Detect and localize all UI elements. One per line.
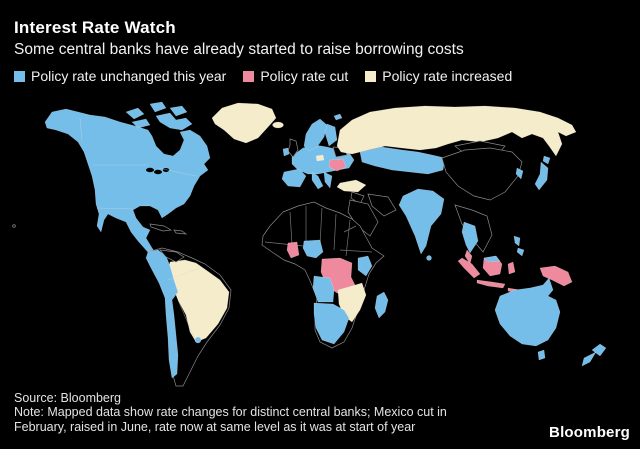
map-region-venezuela: [159, 249, 185, 263]
map-region-nigeria: [302, 239, 324, 259]
black-sea: [342, 169, 358, 179]
legend-label-increased: Policy rate increased: [382, 68, 513, 84]
legend-item-increased: Policy rate increased: [365, 68, 512, 84]
map-region-arctic-islands: [125, 101, 193, 131]
legend-item-unchanged: Policy rate unchanged this year: [14, 68, 226, 84]
map-region-svalbard: [333, 113, 343, 121]
map-region-italy: [311, 171, 324, 190]
map-region-iberia: [281, 168, 307, 188]
map-region-cuba: [149, 223, 173, 232]
caspian-sea: [378, 172, 388, 190]
legend-label-unchanged: Policy rate unchanged this year: [31, 68, 227, 84]
map-region-uruguay: [194, 336, 202, 344]
legend-swatch-cut: [243, 70, 255, 82]
map-region-india: [398, 188, 445, 255]
great-lakes: [146, 167, 170, 175]
legend: Policy rate unchanged this year Policy r…: [14, 68, 529, 84]
africa-country-borders: [264, 206, 373, 257]
map-region-new-zealand-north: [591, 343, 607, 357]
map-region-ireland: [282, 147, 290, 157]
hawaii-island: [12, 224, 16, 228]
map-region-hokkaido: [542, 155, 551, 165]
legend-item-cut: Policy rate cut: [243, 68, 348, 84]
map-region-greenland: [211, 102, 277, 144]
map-region-china: [441, 147, 523, 201]
note-line: Note: Mapped data show rate changes for …: [14, 405, 447, 434]
map-region-sulawesi: [507, 261, 516, 275]
map-region-ghana: [286, 241, 300, 259]
map-region-iceland: [272, 121, 284, 129]
map-region-czech: [315, 154, 325, 162]
internal-borders: [79, 117, 201, 343]
page-title: Interest Rate Watch: [14, 18, 176, 37]
map-region-new-zealand-south: [581, 351, 597, 367]
map-region-turkey: [336, 179, 367, 193]
map-region-sri-lanka: [426, 255, 432, 261]
map-region-hispaniola: [173, 229, 188, 235]
map-region-thailand: [461, 221, 479, 254]
map-region-balkans: [323, 171, 333, 189]
map-region-arctic-islands-group: [125, 101, 193, 131]
map-region-australia: [494, 277, 561, 347]
map-region-kenya: [357, 255, 373, 277]
page-subtitle: Some central banks have already started …: [14, 41, 464, 58]
map-region-angola: [312, 275, 335, 303]
legend-label-cut: Policy rate cut: [260, 68, 349, 84]
map-region-tasmania: [537, 349, 546, 361]
map-region-java: [476, 279, 506, 289]
map-region-southern-africa: [313, 302, 350, 345]
map-region-finland: [324, 123, 338, 147]
map-region-uk: [287, 138, 299, 158]
map-region-saudi: [347, 199, 379, 237]
bloomberg-logo: Bloomberg: [549, 424, 630, 441]
map-region-philippines-2: [516, 247, 525, 257]
map-region-kazakhstan: [359, 146, 446, 175]
map-region-borneo-north: [483, 255, 501, 263]
map-region-philippines-1: [513, 235, 521, 247]
map-region-korea: [515, 167, 524, 180]
map-region-iran: [367, 193, 397, 217]
map-region-new-guinea: [539, 265, 573, 287]
map-region-russia: [336, 105, 577, 157]
map-region-andes: [145, 249, 179, 379]
map-region-romania: [328, 158, 347, 172]
map-region-japan: [534, 161, 549, 191]
map-region-sumatra: [457, 257, 481, 279]
map-region-madagascar: [374, 291, 389, 319]
map-region-north-america: [44, 108, 211, 266]
legend-swatch-unchanged: [14, 70, 25, 82]
legend-swatch-increased: [365, 70, 377, 82]
source-line: Source: Bloomberg: [14, 391, 122, 405]
